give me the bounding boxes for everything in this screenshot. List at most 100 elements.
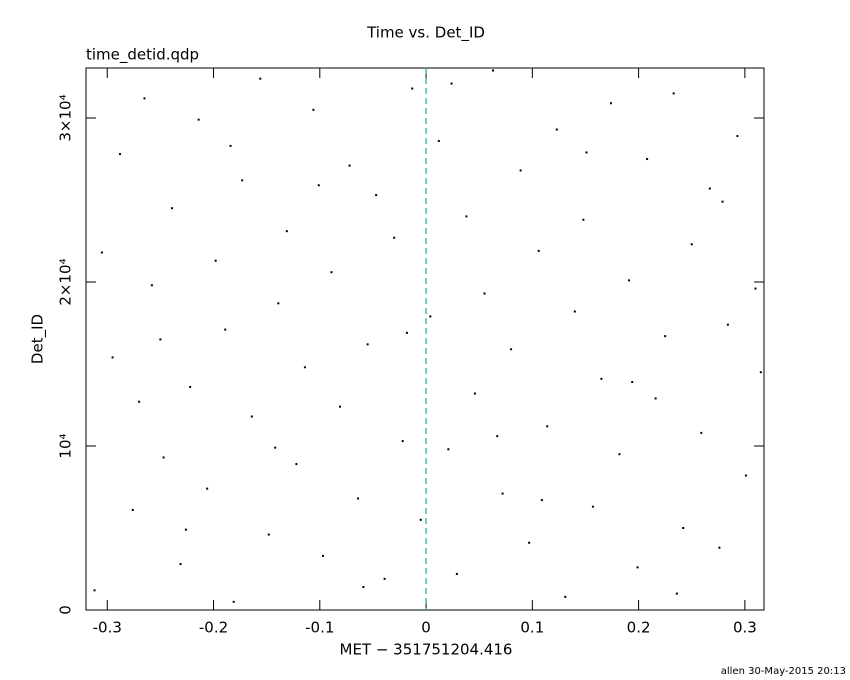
data-point (138, 400, 141, 403)
data-point (718, 546, 721, 549)
data-point (274, 446, 277, 449)
data-point (419, 518, 422, 521)
data-point (150, 284, 153, 287)
data-point (362, 586, 365, 589)
data-point (277, 302, 280, 305)
data-point (564, 595, 567, 598)
data-point (429, 315, 432, 318)
y-tick-label: 10⁴ (57, 433, 75, 458)
data-point (492, 69, 495, 72)
data-point (366, 343, 369, 346)
data-point (317, 184, 320, 187)
data-point (675, 592, 678, 595)
y-axis-label: Det_ID (29, 314, 48, 364)
data-point (736, 135, 739, 138)
data-point (189, 385, 192, 388)
data-point (636, 566, 639, 569)
x-tick-label: 0 (421, 619, 431, 637)
data-point (519, 169, 522, 172)
x-tick-label: -0.2 (199, 619, 228, 637)
data-point (330, 271, 333, 274)
data-point (455, 572, 458, 575)
x-axis-label: MET − 351751204.416 (340, 641, 513, 659)
data-point (197, 118, 200, 121)
data-point (759, 371, 762, 374)
data-point (646, 158, 649, 161)
data-point (143, 97, 146, 100)
data-point (229, 144, 232, 147)
data-point (573, 310, 576, 313)
data-point (473, 392, 476, 395)
data-point (501, 492, 504, 495)
data-point (555, 128, 558, 131)
x-tick-label: -0.1 (305, 619, 334, 637)
data-point (93, 589, 96, 592)
data-point (510, 348, 513, 351)
data-point (600, 377, 603, 380)
plot-frame (85, 67, 765, 611)
y-tick-label: 2×10⁴ (57, 258, 75, 305)
data-point (726, 323, 729, 326)
data-point (744, 474, 747, 477)
data-point (609, 102, 612, 105)
data-point (171, 207, 174, 210)
data-point (312, 108, 315, 111)
data-point (184, 528, 187, 531)
y-tick-label: 0 (57, 605, 75, 615)
x-tick-label: -0.3 (93, 619, 122, 637)
chart-title: Time vs. Det_ID (366, 24, 485, 43)
x-tick-label: 0.2 (627, 619, 651, 637)
x-tick-label: 0.1 (520, 619, 544, 637)
data-point (664, 335, 667, 338)
data-point (591, 505, 594, 508)
data-point (162, 456, 165, 459)
y-tick-label: 3×10⁴ (57, 94, 75, 141)
data-point (179, 563, 182, 566)
data-point (700, 431, 703, 434)
data-point (131, 508, 134, 511)
data-point (447, 448, 450, 451)
x-tick-label: 0.3 (733, 619, 757, 637)
data-point (303, 366, 306, 369)
data-point (682, 527, 685, 530)
data-point (496, 435, 499, 438)
data-point (224, 328, 227, 331)
data-point (582, 218, 585, 221)
data-point (540, 499, 543, 502)
data-point (585, 151, 588, 154)
data-point (250, 415, 253, 418)
data-point (383, 577, 386, 580)
data-point (100, 251, 103, 254)
data-point (321, 554, 324, 557)
data-point (483, 292, 486, 295)
data-point (450, 82, 453, 85)
data-point (214, 259, 217, 262)
data-point (708, 187, 711, 190)
data-point (348, 164, 351, 167)
data-point (338, 405, 341, 408)
data-point (401, 440, 404, 443)
data-point (721, 200, 724, 203)
data-point (405, 331, 408, 334)
data-point (546, 425, 549, 428)
data-point (375, 194, 378, 197)
data-point (285, 230, 288, 233)
data-point (528, 541, 531, 544)
data-point (259, 77, 262, 80)
data-point (241, 179, 244, 182)
data-point (267, 533, 270, 536)
data-point (393, 236, 396, 239)
data-point (295, 463, 298, 466)
data-point (618, 453, 621, 456)
data-point (754, 287, 757, 290)
data-point (672, 92, 675, 95)
data-point (628, 279, 631, 282)
data-point (119, 153, 122, 156)
data-point (111, 356, 114, 359)
data-point (465, 215, 468, 218)
data-point (357, 497, 360, 500)
data-point (690, 243, 693, 246)
data-point (537, 249, 540, 252)
data-point (411, 87, 414, 90)
